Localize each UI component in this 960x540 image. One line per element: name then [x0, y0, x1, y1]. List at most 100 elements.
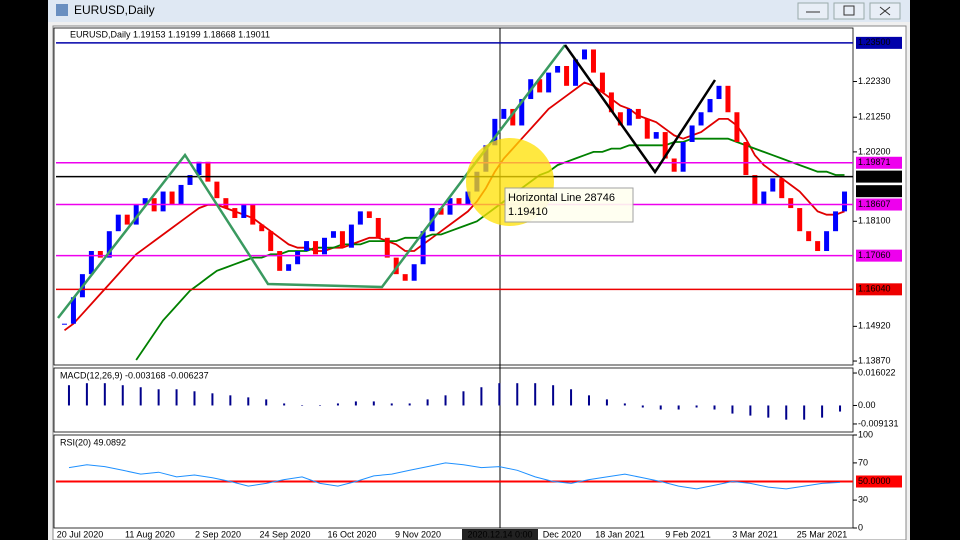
candle	[671, 158, 677, 172]
candle	[124, 214, 130, 225]
macd-bar	[283, 403, 286, 406]
moving-average	[63, 81, 845, 332]
x-tick-label: 3 Mar 2021	[732, 529, 778, 539]
macd-bar	[139, 387, 142, 406]
candle	[680, 141, 686, 172]
candle	[626, 108, 632, 126]
candle	[689, 125, 695, 142]
last-price-label: 1.19011	[858, 186, 890, 196]
macd-bar	[677, 405, 680, 410]
macd-bar	[121, 385, 124, 406]
candle	[653, 132, 659, 139]
candle	[277, 251, 283, 271]
candle	[250, 204, 256, 225]
candle	[196, 161, 202, 176]
panel-frame	[53, 367, 854, 433]
price-label-bg	[856, 156, 902, 169]
candle	[492, 118, 498, 146]
tooltip-text: Horizontal Line 28746	[508, 192, 615, 204]
candle	[411, 264, 417, 281]
candle	[393, 257, 399, 275]
candle	[770, 178, 776, 192]
maximize-button[interactable]	[833, 2, 865, 20]
candle	[555, 65, 561, 73]
y-tick-label: 1.13870	[858, 355, 891, 365]
candle	[420, 231, 426, 265]
candle	[519, 99, 525, 126]
panel-title: MACD(12,26,9) -0.003168 -0.006237	[60, 370, 209, 380]
macd-bar	[390, 403, 393, 406]
price-label: 1.18607	[858, 199, 891, 209]
price-label-bg	[856, 170, 902, 183]
candle	[169, 191, 175, 205]
max-glyph	[843, 5, 855, 16]
price-label-bg	[856, 36, 902, 49]
candle	[187, 175, 193, 185]
macd-bar	[444, 395, 447, 406]
candle	[223, 198, 229, 209]
price-label-bg	[856, 249, 902, 262]
candle	[501, 108, 507, 119]
y-tick-label: 30	[858, 494, 868, 504]
candle	[842, 191, 848, 212]
macd-bar	[319, 405, 322, 406]
candle	[142, 198, 148, 205]
candle	[546, 72, 552, 93]
candle	[366, 211, 372, 218]
y-tick-label: 100	[858, 429, 873, 439]
y-tick-label: 0	[858, 522, 863, 532]
candle	[286, 264, 292, 271]
x-tick-label: 24 Sep 2020	[259, 529, 310, 539]
macd-bar	[175, 389, 178, 406]
crosshair-label: 2020.12.14 0:00	[467, 529, 532, 539]
macd-bar	[211, 393, 214, 406]
candle	[339, 231, 345, 248]
candle	[384, 237, 390, 258]
macd-bar	[839, 405, 842, 412]
price-label-bg	[856, 198, 902, 211]
price-label: 1.19871	[858, 157, 891, 167]
macd-bar	[301, 405, 304, 406]
macd-bar	[641, 405, 644, 408]
window-icon	[56, 4, 68, 16]
macd-bar	[587, 395, 590, 406]
macd-bar	[265, 399, 268, 406]
candle	[590, 49, 596, 73]
price-label: 1.16040	[858, 284, 891, 294]
price-label-bg	[856, 283, 902, 296]
y-tick-label: -0.009131	[858, 418, 899, 428]
panel-frame	[53, 27, 854, 366]
candle	[573, 59, 579, 86]
candle	[268, 231, 274, 252]
macd-bar	[336, 403, 339, 406]
y-tick-label: 1.21250	[858, 112, 891, 122]
candle	[160, 191, 166, 212]
minimize-button[interactable]	[797, 2, 829, 20]
x-tick-label: 11 Aug 2020	[125, 529, 175, 539]
title-bar	[48, 0, 910, 22]
candle	[608, 92, 614, 113]
candle	[295, 251, 301, 265]
macd-bar	[157, 389, 160, 406]
macd-bar	[229, 395, 232, 406]
candle	[214, 181, 220, 199]
price-label: 1.17060	[858, 250, 891, 260]
candle	[716, 85, 722, 100]
y-tick-label: 1.18100	[858, 216, 891, 226]
candle	[70, 297, 76, 324]
candle	[824, 231, 830, 252]
y-tick-label: 1.20200	[858, 146, 891, 156]
x-tick-label: 16 Oct 2020	[327, 529, 376, 539]
window-title: EURUSD,Daily	[74, 3, 155, 17]
candle	[779, 178, 785, 199]
macd-bar	[354, 401, 357, 406]
chart-area	[52, 25, 907, 540]
candle	[447, 198, 453, 215]
macd-bar	[67, 385, 70, 406]
candle	[88, 251, 94, 275]
candle	[133, 204, 139, 225]
macd-bar	[498, 383, 501, 406]
close-glyph	[879, 6, 891, 16]
macd-bar	[552, 385, 555, 406]
candle	[761, 191, 767, 205]
